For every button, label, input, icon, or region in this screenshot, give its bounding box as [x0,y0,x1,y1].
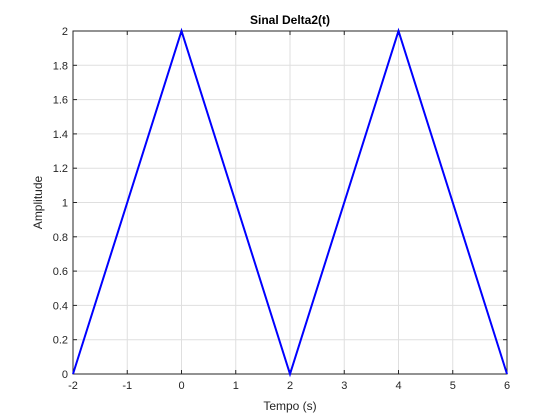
x-tick-label: -2 [68,380,78,392]
grid-layer [72,30,508,375]
x-axis-label: Tempo (s) [263,399,316,413]
y-tick-label: 1.2 [53,163,68,175]
y-tick-label: 1.6 [53,95,68,107]
x-tick-label: 1 [233,380,239,392]
x-tick-label: 4 [395,380,401,392]
y-tick-label: 2 [62,26,68,38]
y-tick-label: 0.2 [53,335,68,347]
y-tick-label: 1.4 [53,129,68,141]
y-tick-label: 1 [62,198,68,210]
y-tick-label: 0.6 [53,266,68,278]
x-tick-label: 2 [287,380,293,392]
y-tick-label: 0 [62,369,68,381]
x-tick-label: 5 [450,380,456,392]
y-tick-label: 0.4 [53,300,68,312]
y-axis-label: Amplitude [31,176,45,230]
chart-title: Sinal Delta2(t) [250,13,330,27]
y-tick-label: 1.8 [53,60,68,72]
x-tick-label: 3 [341,380,347,392]
series-line [72,27,508,378]
x-tick-label: 6 [504,380,510,392]
y-tick-label: 0.8 [53,232,68,244]
series-layer [72,27,508,378]
x-tick-label: -1 [122,380,132,392]
ticks-layer: -2 -1 0 1 2 3 4 5 6 0 0.2 0.4 0.6 0.8 1 1.2 1.4 1.6 1.8 2 [53,26,510,392]
x-tick-label: 0 [178,380,184,392]
